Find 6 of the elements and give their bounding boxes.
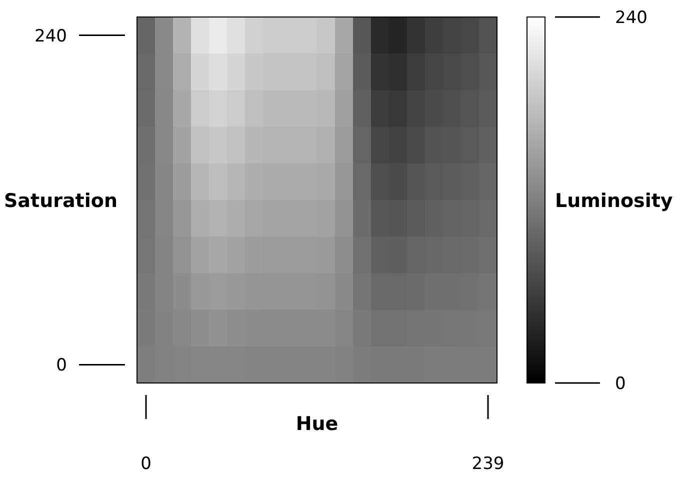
y-axis-title: Saturation (4, 190, 118, 212)
color-bar-label: 240 (615, 8, 648, 28)
color-bar-title: Luminosity (555, 190, 674, 212)
color-bar-label: 0 (615, 374, 626, 394)
x-tick-label: 239 (472, 454, 504, 474)
x-axis-title: Hue (296, 413, 338, 435)
